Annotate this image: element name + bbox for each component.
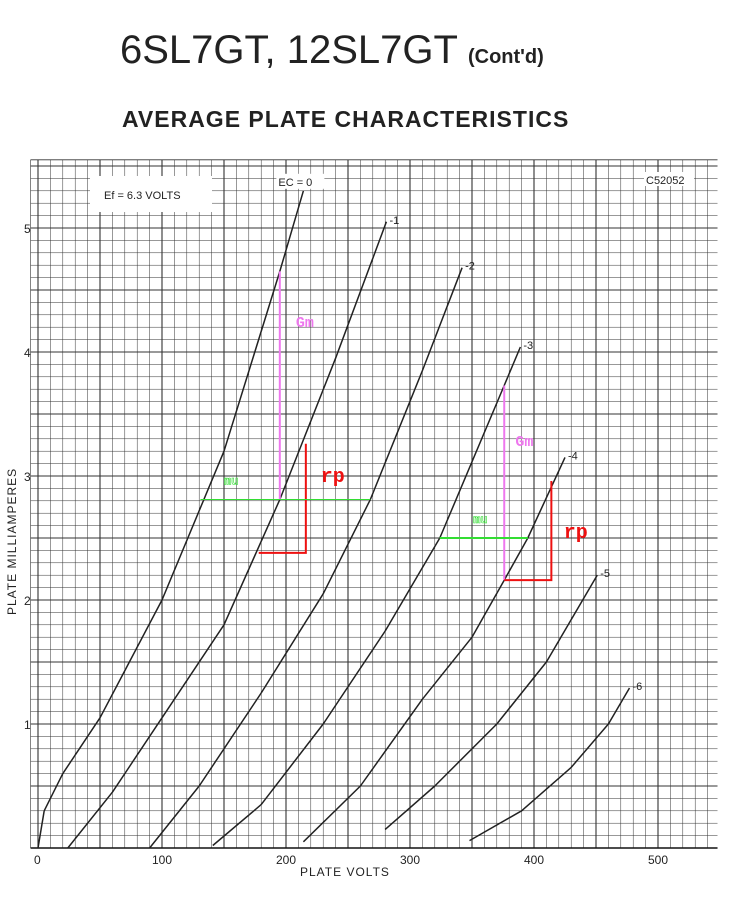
x-axis-label: PLATE VOLTS: [300, 865, 390, 879]
annotation-label-rp: rp: [564, 522, 588, 545]
curve-label-ec-6: -6: [632, 681, 642, 693]
curve-label-ec-4: -4: [568, 450, 578, 462]
title-suffix: (Cont'd): [467, 46, 544, 68]
code-label-bg: [644, 172, 694, 186]
annotation-label-gm: Gm: [296, 315, 314, 332]
condition-label: Ef = 6.3 VOLTS: [104, 190, 181, 202]
curve-label-bg: [276, 173, 325, 189]
curve-label-ec-5: -5: [600, 568, 610, 580]
condition-box: [90, 176, 212, 212]
curve-label-ec-3: -3: [523, 340, 533, 352]
annotation-label-rp: rp: [321, 466, 345, 489]
curve-ec-1: [67, 221, 388, 849]
curve-label-ec-2: -2: [465, 261, 475, 273]
curve-ec-0: [37, 190, 305, 849]
page-title: 6SL7GT, 12SL7GT (Cont'd): [120, 28, 544, 73]
x-tick-label: 400: [524, 853, 544, 867]
y-tick-label: 2: [24, 594, 31, 608]
curve-ec-3: [212, 346, 522, 847]
rp-triangle: [504, 480, 553, 582]
y-axis-label: PLATE MILLIAMPERES: [5, 468, 19, 615]
curve-ec-2: [149, 267, 463, 849]
annotation-label-mu: mu: [473, 513, 487, 527]
x-tick-label: 300: [400, 853, 420, 867]
x-tick-label: 100: [152, 853, 172, 867]
annotation-label-gm: Gm: [515, 434, 533, 451]
grid: [30, 159, 718, 849]
title-text: 6SL7GT, 12SL7GT: [120, 28, 458, 72]
y-tick-label: 4: [24, 346, 31, 360]
rp-triangle: [258, 443, 307, 554]
y-tick-label: 5: [24, 222, 31, 236]
curve-label-ec-1: -1: [389, 215, 399, 227]
x-tick-label: 0: [34, 853, 41, 867]
curve-ec-5: [384, 574, 598, 830]
annotation-label-mu: mu: [224, 475, 238, 489]
curve-ec-6: [469, 687, 631, 842]
x-tick-label: 200: [276, 853, 296, 867]
x-tick-label: 500: [648, 853, 668, 867]
curve-label-ec-0: EC = 0: [278, 177, 312, 189]
chart-subtitle: AVERAGE PLATE CHARACTERISTICS: [122, 106, 570, 132]
code-label: C52052: [646, 175, 685, 187]
y-tick-label: 1: [24, 718, 31, 732]
y-tick-label: 3: [24, 470, 31, 484]
